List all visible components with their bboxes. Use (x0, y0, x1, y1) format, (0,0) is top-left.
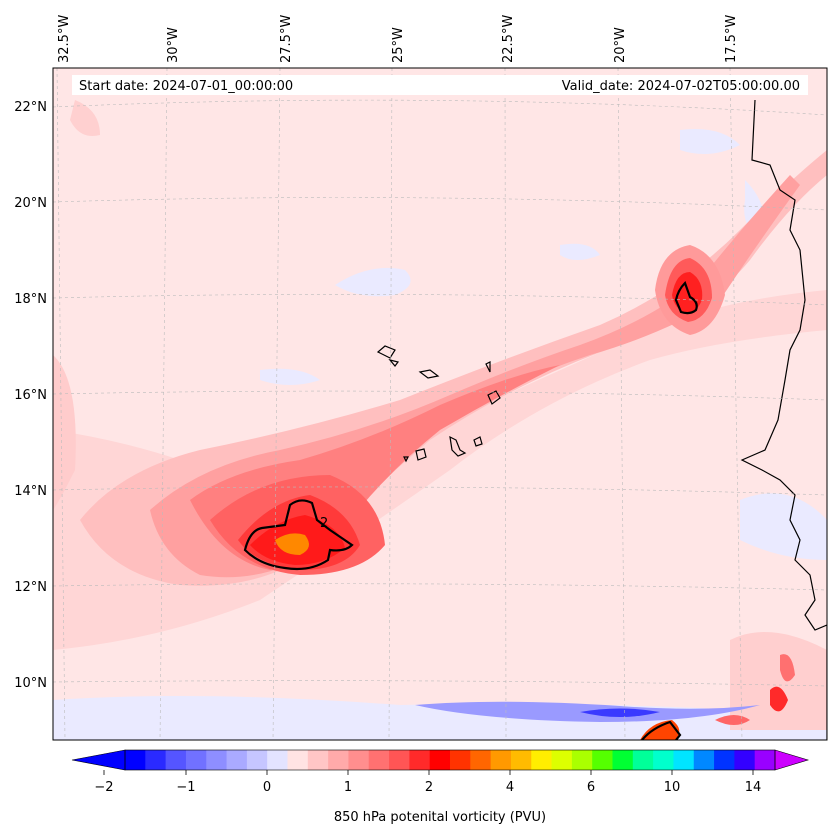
lon-label: 25°W (391, 27, 406, 63)
lon-label: 32.5°W (57, 15, 72, 63)
cbar-tick-label: 1 (344, 780, 352, 795)
colorbar-cell (429, 750, 451, 770)
lat-label: 18°N (14, 292, 47, 307)
lon-label: 17.5°W (724, 15, 739, 63)
colorbar-max-extend (774, 749, 810, 771)
colorbar-cells (125, 750, 776, 770)
colorbar-cell (754, 750, 776, 770)
lat-label: 16°N (14, 388, 47, 403)
coastline (740, 99, 827, 740)
start-date: Start date: 2024-07-01_00:00:00 (79, 79, 293, 94)
lon-label: 20°W (613, 27, 628, 63)
colorbar-cell (246, 750, 268, 770)
valid-date: Valid_date: 2024-07-02T05:00:00.00 (562, 79, 800, 94)
colorbar-ticks (103, 770, 754, 775)
colorbar-cell (510, 750, 532, 770)
contour-label: 2 (320, 516, 328, 531)
colorbar-min-extend (71, 749, 126, 771)
latitude-labels: 22°N 20°N 18°N 16°N 14°N 12°N 10°N (14, 100, 47, 691)
colorbar-cell (632, 750, 654, 770)
pv-contours (243, 280, 698, 740)
pv-filament (80, 150, 827, 586)
colorbar-frame (124, 749, 776, 771)
colorbar-cell (450, 750, 471, 770)
colorbar-cell (470, 750, 492, 770)
colorbar-cell (612, 750, 634, 770)
lon-label: 22.5°W (501, 15, 516, 63)
cbar-tick-label: −1 (176, 780, 195, 795)
colorbar-cell (389, 750, 410, 770)
colorbar-cell (267, 750, 288, 770)
colorbar-tick-labels: −2 −1 0 1 2 4 6 10 14 (94, 780, 761, 795)
colorbar-cell (734, 750, 756, 770)
colorbar-cell (165, 750, 187, 770)
gridlines (53, 68, 827, 740)
colorbar: −2 −1 0 1 2 4 6 10 14 850 hPa potenital … (71, 749, 810, 825)
cape-verde-islands (376, 345, 501, 463)
colorbar-cell (653, 750, 674, 770)
colorbar-cell (145, 750, 167, 770)
colorbar-cell (307, 750, 329, 770)
colorbar-cell (551, 750, 573, 770)
cbar-tick-label: 6 (587, 780, 595, 795)
colorbar-cell (592, 750, 613, 770)
cbar-tick-label: 10 (664, 780, 681, 795)
lat-label: 14°N (14, 484, 47, 499)
colorbar-cell (693, 750, 715, 770)
lat-label: 10°N (14, 676, 47, 691)
cbar-tick-label: 0 (263, 780, 271, 795)
colorbar-cell (368, 750, 390, 770)
longitude-labels: 32.5°W 30°W 27.5°W 25°W 22.5°W 20°W 17.5… (57, 15, 739, 63)
colorbar-cell (328, 750, 349, 770)
cbar-tick-label: 14 (745, 780, 762, 795)
cbar-tick-label: 2 (425, 780, 433, 795)
colorbar-cell (531, 750, 553, 770)
colorbar-cell (673, 750, 695, 770)
cbar-tick-label: −2 (94, 780, 113, 795)
lat-label: 12°N (14, 580, 47, 595)
colorbar-label: 850 hPa potenital vorticity (PVU) (334, 810, 546, 825)
map-panel: 2 (53, 68, 827, 740)
lat-label: 20°N (14, 196, 47, 211)
colorbar-cell (226, 750, 248, 770)
colorbar-cell (571, 750, 593, 770)
colorbar-cell (125, 750, 146, 770)
cbar-tick-label: 4 (506, 780, 514, 795)
lon-label: 30°W (166, 27, 181, 63)
map-frame (52, 67, 828, 741)
lat-label: 22°N (14, 100, 47, 115)
colorbar-cell (348, 750, 370, 770)
colorbar-cell (206, 750, 228, 770)
colorbar-cell (490, 750, 512, 770)
info-strip (72, 75, 808, 95)
southern-features (415, 654, 795, 740)
colorbar-cell (287, 750, 309, 770)
lon-label: 27.5°W (279, 15, 294, 63)
colorbar-cell (409, 750, 431, 770)
colorbar-cell (714, 750, 735, 770)
colorbar-cell (185, 750, 207, 770)
